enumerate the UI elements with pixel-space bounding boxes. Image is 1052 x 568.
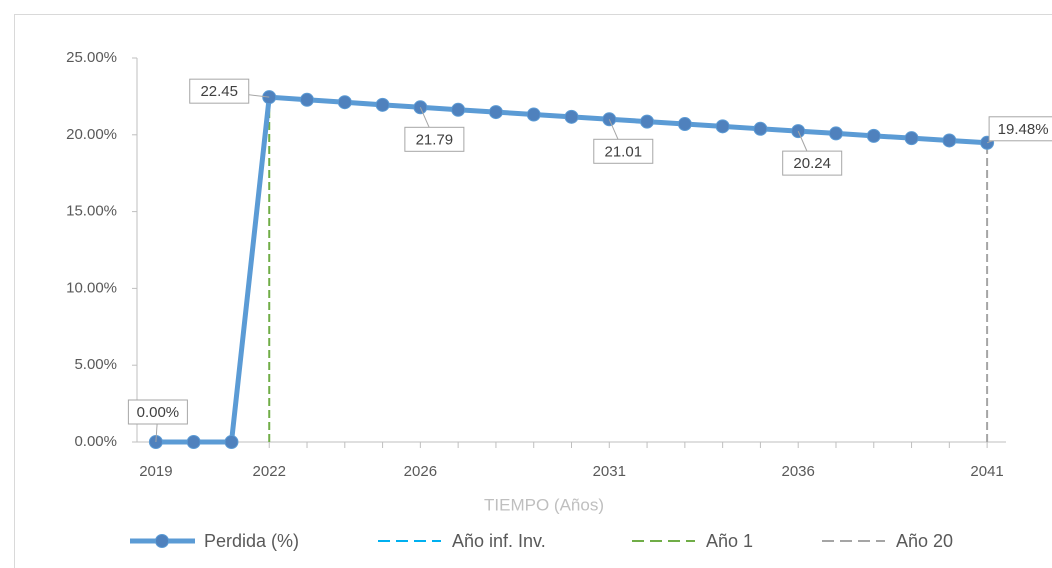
chart-area — [14, 14, 1052, 568]
data-point — [224, 435, 239, 449]
legend-label: Perdida (%) — [204, 531, 299, 551]
data-point — [904, 131, 919, 146]
data-label: 21.01 — [605, 143, 643, 160]
legend-label: Año 1 — [706, 531, 753, 551]
data-point — [640, 114, 655, 129]
legend-label: Año 20 — [896, 531, 953, 551]
label-box — [189, 78, 250, 104]
x-tick-label: 2019 — [139, 463, 172, 480]
data-point — [753, 121, 768, 136]
label-box — [127, 399, 188, 425]
data-label: 0.00% — [137, 404, 180, 421]
legend-label: Año inf. Inv. — [452, 531, 546, 551]
data-point — [715, 119, 730, 134]
data-label: 20.24 — [793, 155, 831, 172]
data-point — [300, 92, 315, 107]
x-tick-label: 2036 — [782, 463, 815, 480]
data-label: 22.45 — [200, 83, 238, 100]
data-point — [828, 126, 843, 141]
x-tick-label: 2022 — [253, 463, 286, 480]
data-point — [526, 107, 541, 122]
data-point — [677, 117, 692, 132]
y-tick-label: 25.00% — [66, 49, 117, 66]
y-tick-label: 0.00% — [74, 433, 117, 450]
data-point — [186, 435, 201, 449]
data-point — [564, 109, 579, 124]
data-point — [488, 105, 503, 120]
x-axis-title: TIEMPO (Años) — [484, 495, 604, 514]
data-label: 21.79 — [416, 131, 454, 148]
label-box — [782, 150, 843, 176]
legend-marker — [155, 534, 169, 548]
data-point — [866, 128, 881, 143]
label-box — [988, 116, 1052, 142]
x-tick-label: 2041 — [970, 463, 1003, 480]
y-tick-label: 15.00% — [66, 203, 117, 220]
label-box — [593, 138, 654, 164]
data-point — [451, 102, 466, 117]
x-tick-label: 2031 — [593, 463, 626, 480]
data-point — [337, 95, 352, 110]
data-point — [942, 133, 957, 148]
data-label: 19.48% — [998, 121, 1049, 138]
y-tick-label: 10.00% — [66, 279, 117, 296]
data-point — [375, 97, 390, 112]
y-tick-label: 20.00% — [66, 126, 117, 143]
label-box — [404, 126, 465, 152]
x-tick-label: 2026 — [404, 463, 437, 480]
y-tick-label: 5.00% — [74, 356, 117, 373]
